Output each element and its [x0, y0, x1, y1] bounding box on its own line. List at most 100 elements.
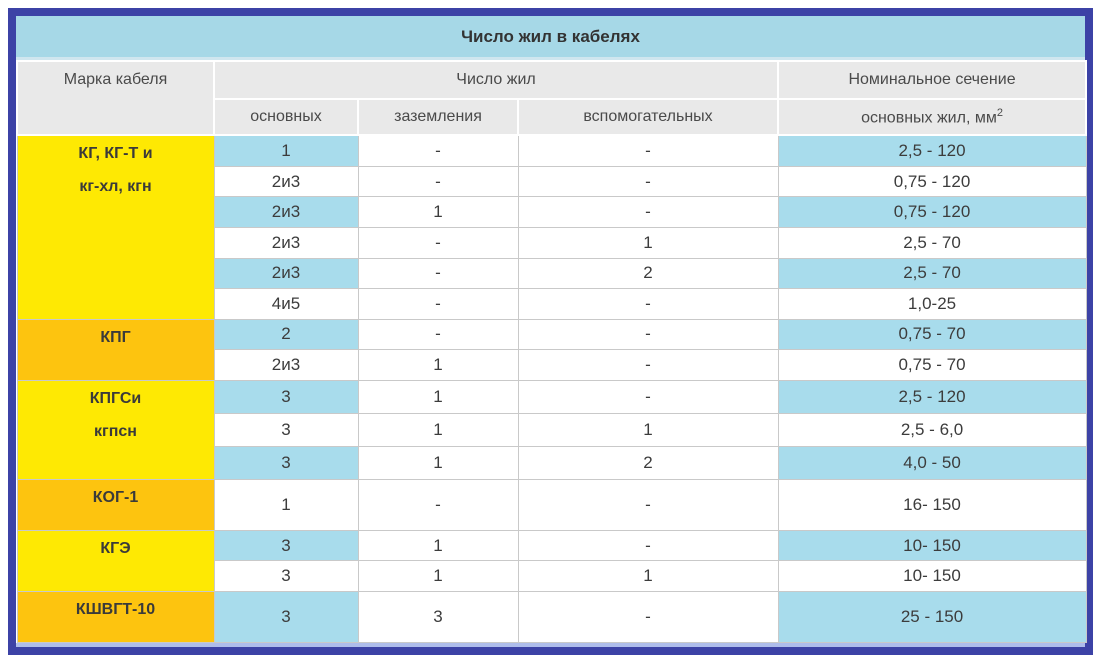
table-row: КГЭ 3 1-10- 150 — [16, 529, 1087, 592]
ground-cores-cell: - — [357, 318, 519, 351]
brand-line: КГЭ — [100, 539, 131, 557]
header-row-sub: основных заземления вспомогательных осно… — [17, 98, 1088, 136]
section-cell: 4,0 - 50 — [777, 445, 1087, 480]
aux-cores-cell: - — [517, 478, 779, 531]
ground-cores-cell: 1 — [357, 349, 519, 381]
section-cell: 0,75 - 70 — [777, 349, 1087, 381]
header-ground-cores: заземления — [357, 98, 519, 136]
aux-cores-cell: - — [517, 349, 779, 381]
section-cell: 10- 150 — [777, 560, 1087, 592]
main-cores-cell: 4и5 — [213, 288, 359, 320]
table-row: КОГ-1 1- -16- 150 — [16, 478, 1087, 531]
section-cell: 0,75 - 70 — [777, 318, 1087, 351]
ground-cores-cell: - — [357, 478, 519, 531]
brand-line: кг-хл, кгн — [79, 178, 152, 195]
header-main-cores: основных — [213, 98, 359, 136]
ground-cores-cell: 3 — [357, 590, 519, 644]
main-cores-cell: 3 — [213, 379, 359, 414]
brand-cell: КОГ-1 — [16, 478, 215, 531]
main-cores-cell: 2 — [213, 318, 359, 351]
table-row: КПГСи кгпсн 3 1-2,5 - 120 — [16, 379, 1087, 480]
section-cell: 0,75 - 120 — [777, 165, 1087, 198]
aux-cores-cell: 1 — [517, 560, 779, 592]
main-cores-cell: 2и3 — [213, 165, 359, 198]
aux-cores-cell: - — [517, 318, 779, 351]
aux-cores-cell: - — [517, 134, 779, 167]
ground-cores-cell: - — [357, 134, 519, 167]
aux-cores-cell: 1 — [517, 226, 779, 259]
main-cores-cell: 1 — [213, 134, 359, 167]
cable-cores-table: Марка кабеля Число жил Номинальное сечен… — [16, 60, 1088, 644]
ground-cores-cell: - — [357, 226, 519, 259]
header-brand: Марка кабеля — [16, 60, 215, 136]
main-cores-cell: 2и3 — [213, 257, 359, 290]
table-header: Марка кабеля Число жил Номинальное сечен… — [16, 60, 1088, 136]
brand-line: КШВГТ-10 — [75, 600, 156, 618]
brand-line: кгпсн — [94, 422, 137, 440]
table-row: КГ, КГ-Т и кг-хл, кгн 1- -2,5 - 120 — [16, 134, 1087, 320]
ground-cores-cell: - — [357, 257, 519, 290]
brand-line: КПГ — [100, 328, 131, 346]
header-section-text: основных жил, мм — [861, 109, 997, 127]
main-cores-cell: 3 — [213, 445, 359, 480]
aux-cores-cell: 2 — [517, 445, 779, 480]
table-title: Число жил в кабелях — [16, 16, 1085, 60]
brand-cell: КПГ — [16, 318, 215, 381]
section-cell: 2,5 - 6,0 — [777, 412, 1087, 447]
table-row: 2и3 1-0,75 - 120 — [17, 196, 1087, 228]
table-row: 2и3-2 2,5 - 70 — [17, 257, 1087, 290]
aux-cores-cell: 2 — [517, 257, 779, 290]
aux-cores-cell: - — [517, 529, 779, 562]
main-cores-cell: 2и3 — [213, 349, 359, 381]
cable-table-frame: Число жил в кабелях Марка кабеля Число ж… — [8, 8, 1093, 655]
main-cores-cell: 3 — [213, 412, 359, 447]
ground-cores-cell: - — [357, 288, 519, 320]
brand-cell: КГ, КГ-Т и кг-хл, кгн — [16, 134, 215, 320]
table-row: 3 1 2 4,0 - 50 — [17, 445, 1087, 480]
main-cores-cell: 3 — [213, 590, 359, 644]
aux-cores-cell: - — [517, 590, 779, 644]
ground-cores-cell: 1 — [357, 529, 519, 562]
section-cell: 1,0-25 — [777, 288, 1087, 320]
header-aux-cores: вспомогательных — [516, 98, 780, 136]
header-section-superscript: 2 — [996, 106, 1003, 119]
table-body: КГ, КГ-Т и кг-хл, кгн 1- -2,5 - 120 2и3- -0,7… — [16, 134, 1087, 644]
main-cores-cell: 1 — [213, 478, 359, 531]
aux-cores-cell: - — [517, 196, 779, 228]
section-cell: 2,5 - 120 — [777, 134, 1087, 167]
aux-cores-cell: - — [517, 288, 779, 320]
header-row-top: Марка кабеля Число жил Номинальное сечен… — [16, 60, 1088, 136]
table-row: 2и3 1-0,75 - 70 — [17, 349, 1087, 381]
table-row: КПГ 2- -0,75 - 70 — [16, 318, 1087, 381]
section-cell: 2,5 - 70 — [777, 226, 1087, 259]
header-section-line2: основных жил, мм2 — [777, 98, 1088, 136]
brand-cell: КШВГТ-10 — [16, 590, 215, 644]
ground-cores-cell: - — [357, 165, 519, 198]
main-cores-cell: 3 — [213, 560, 359, 592]
brand-cell: КГЭ — [16, 529, 215, 592]
table-row: КШВГТ-10 3 3-25 - 150 — [16, 590, 1087, 644]
main-cores-cell: 3 — [213, 529, 359, 562]
table-row: 3 1 1 10- 150 — [17, 560, 1087, 592]
main-cores-cell: 2и3 — [213, 226, 359, 259]
aux-cores-cell: - — [517, 165, 779, 198]
header-cores-group: Число жил — [212, 60, 780, 100]
section-cell: 25 - 150 — [777, 590, 1087, 644]
section-cell: 2,5 - 70 — [777, 257, 1087, 290]
bottom-accent-strip — [16, 643, 1085, 647]
brand-cell: КПГСи кгпсн — [16, 379, 215, 480]
ground-cores-cell: 1 — [357, 560, 519, 592]
main-cores-cell: 2и3 — [213, 196, 359, 228]
section-cell: 2,5 - 120 — [777, 379, 1087, 414]
aux-cores-cell: - — [517, 379, 779, 414]
ground-cores-cell: 1 — [357, 445, 519, 480]
section-cell: 0,75 - 120 — [777, 196, 1087, 228]
table-row: 2и3- -0,75 - 120 — [17, 165, 1087, 198]
brand-line: КОГ-1 — [92, 488, 139, 506]
ground-cores-cell: 1 — [357, 379, 519, 414]
section-cell: 10- 150 — [777, 529, 1087, 562]
aux-cores-cell: 1 — [517, 412, 779, 447]
brand-line: КГ, КГ-Т и — [78, 145, 153, 162]
ground-cores-cell: 1 — [357, 412, 519, 447]
ground-cores-cell: 1 — [357, 196, 519, 228]
